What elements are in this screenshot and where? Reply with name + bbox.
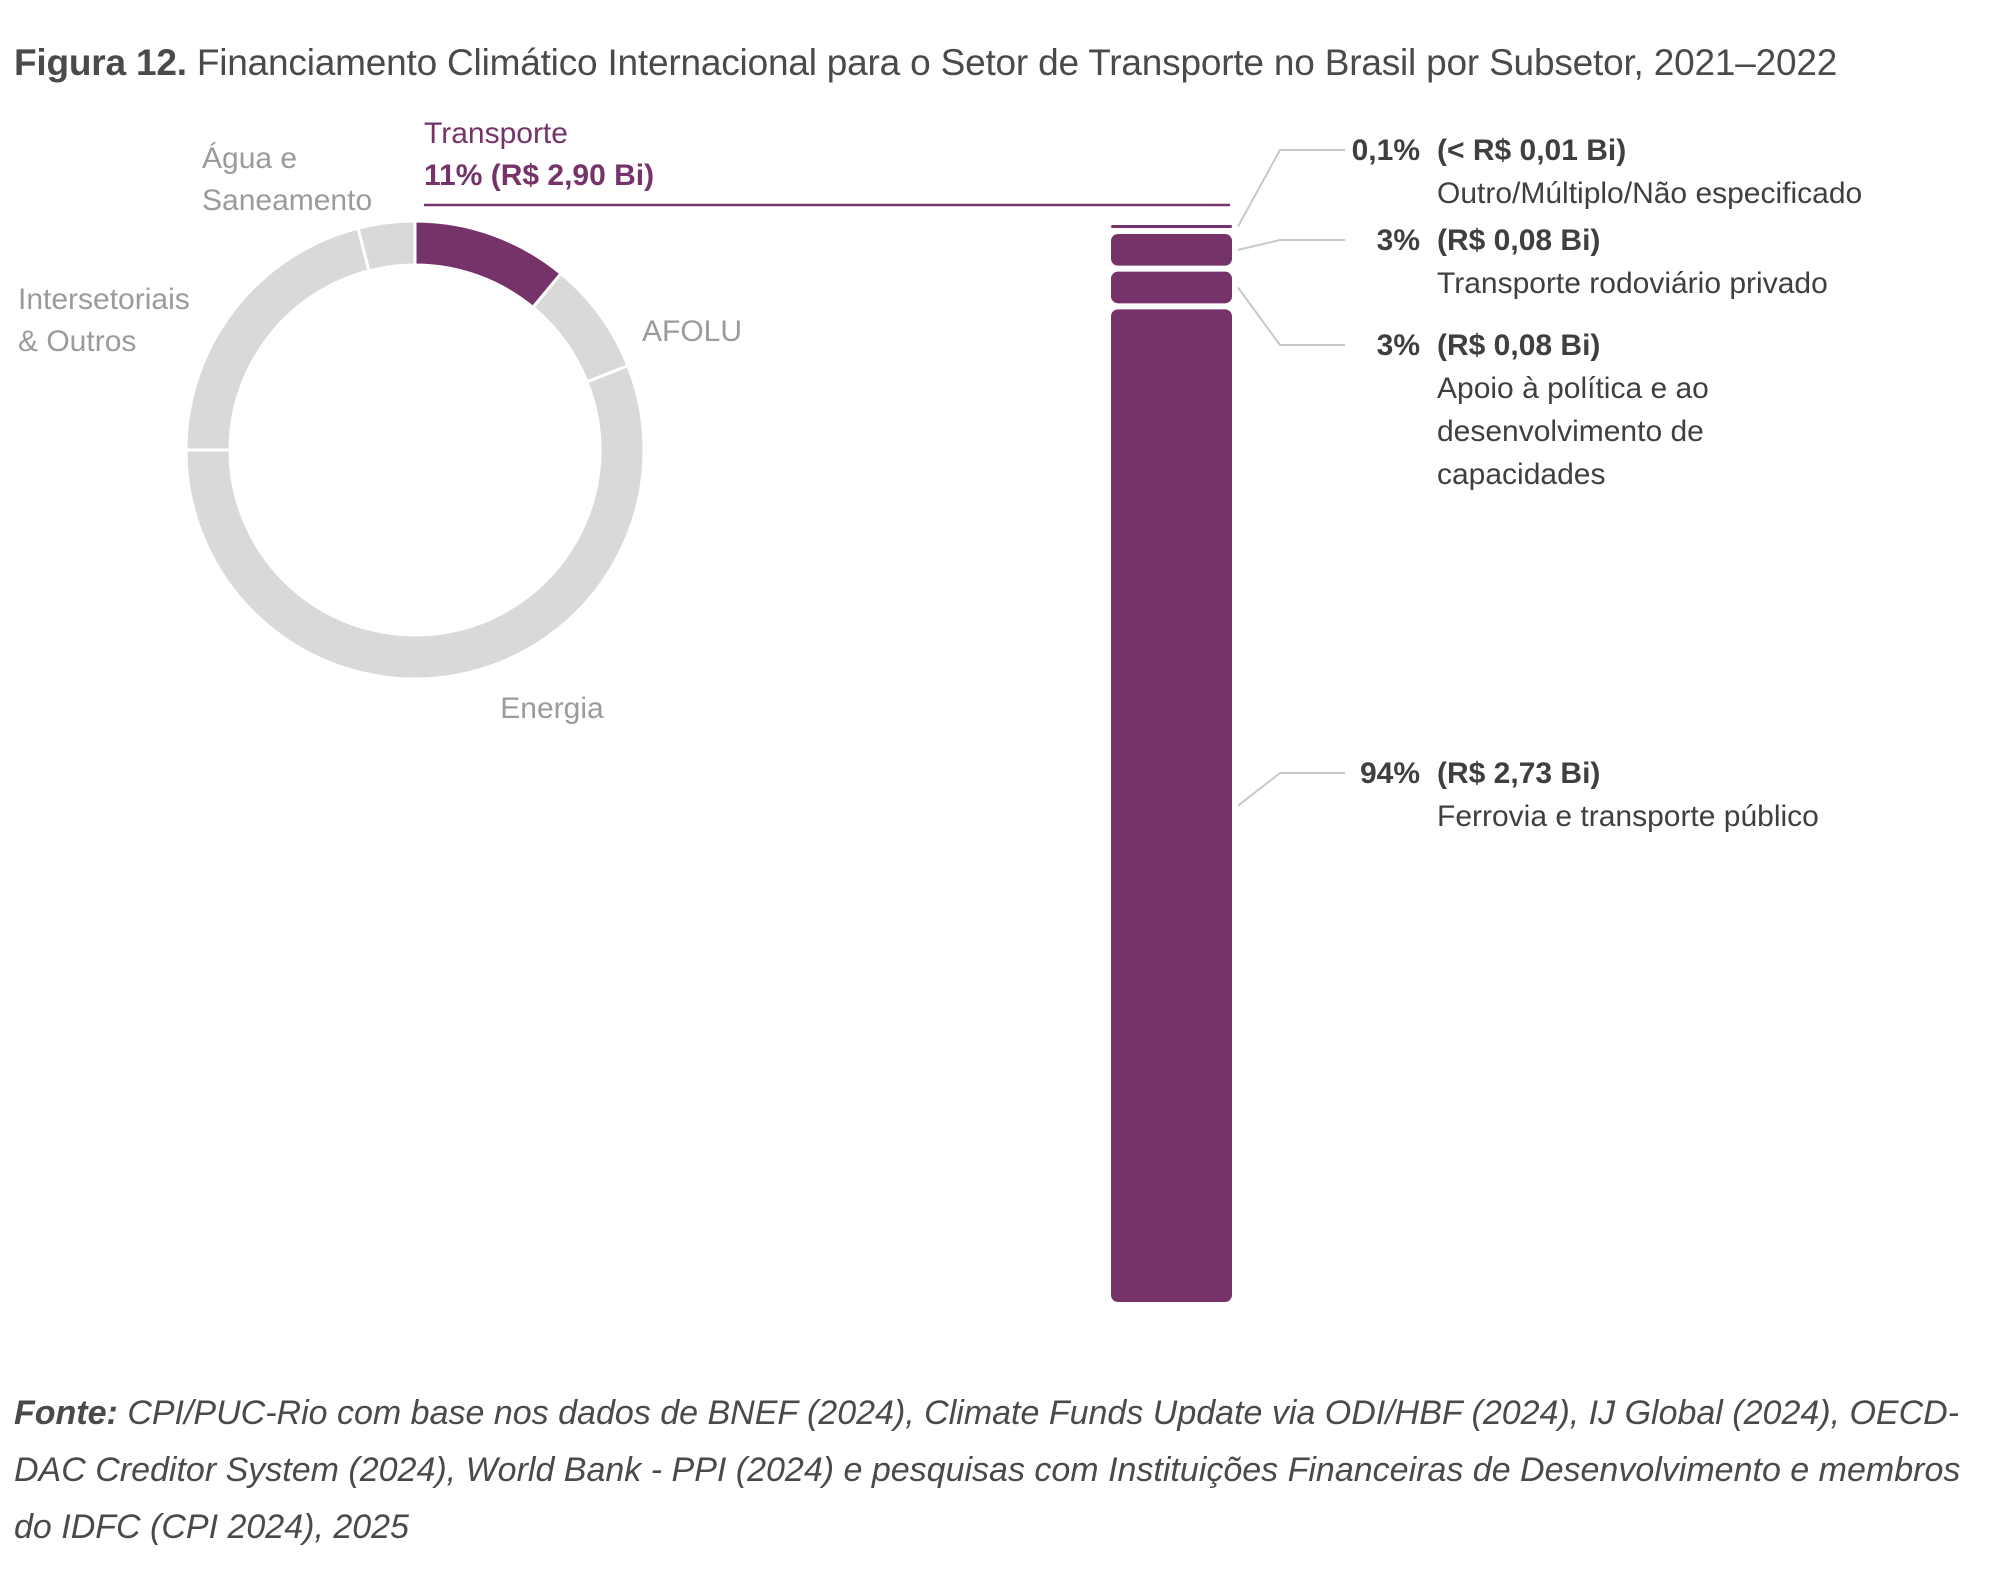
leader-line-1 xyxy=(1237,239,1345,251)
segment-name-label: Outro/Múltiplo/Não especificado xyxy=(1437,177,1862,210)
segment-pct-label: 3% xyxy=(1377,224,1420,257)
donut-slice-intersetoriais-outros xyxy=(184,226,371,452)
donut-label-1: AFOLU xyxy=(642,315,742,348)
donut-slice-transporte xyxy=(413,219,564,310)
donut-label-0: Transporte xyxy=(424,117,568,150)
segment-name-label: Apoio à política e ao desenvolvimento de c… xyxy=(1437,372,1709,491)
donut-label-2: Energia xyxy=(500,692,604,725)
donut-slice-gua-e-saneamento xyxy=(356,219,417,273)
bar-segment-2 xyxy=(1111,271,1232,304)
segment-pct-label: 0,1% xyxy=(1352,134,1420,167)
segment-pct-label: 94% xyxy=(1360,757,1420,790)
bar-segment-0 xyxy=(1111,225,1232,228)
bar-segment-1 xyxy=(1111,234,1232,266)
figure-label: Figura 12. xyxy=(14,42,187,83)
donut-chart xyxy=(184,219,646,681)
leader-line-0 xyxy=(1237,149,1345,227)
source-note: Fonte: CPI/PUC-Rio com base nos dados de… xyxy=(14,1385,1974,1556)
segment-value-label: (R$ 0,08 Bi) xyxy=(1437,329,1600,362)
stacked-bar xyxy=(1111,225,1232,1302)
donut-value-label: 11% (R$ 2,90 Bi) xyxy=(424,159,654,192)
donut-slice-afolu xyxy=(530,271,630,384)
leader-line-3 xyxy=(1237,772,1345,807)
bar-annotations: 0,1% (< R$ 0,01 Bi) Outro/Múltiplo/Não esp… xyxy=(1237,134,1862,833)
source-text: CPI/PUC-Rio com base nos dados de BNEF (… xyxy=(14,1394,1961,1546)
donut-slice-energia xyxy=(184,363,646,681)
chart-canvas: Transporte 11% (R$ 2,90 Bi) AFOLU Energia In… xyxy=(18,117,1862,1302)
chart-title: Figura 12. Financiamento Climático Inter… xyxy=(14,42,1837,84)
segment-name-label: Ferrovia e transporte público xyxy=(1437,800,1819,833)
source-label: Fonte: xyxy=(14,1394,118,1432)
segment-value-label: (R$ 0,08 Bi) xyxy=(1437,224,1600,257)
donut-label-4: Água e Saneamento xyxy=(202,142,372,217)
leader-line-2 xyxy=(1237,286,1345,346)
segment-pct-label: 3% xyxy=(1377,329,1420,362)
donut-labels: Transporte 11% (R$ 2,90 Bi) AFOLU Energia In… xyxy=(18,117,742,725)
donut-label-3: Intersetoriais & Outros xyxy=(18,283,190,358)
segment-value-label: (< R$ 0,01 Bi) xyxy=(1437,134,1626,167)
segment-value-label: (R$ 2,73 Bi) xyxy=(1437,757,1600,790)
bar-segment-3 xyxy=(1111,309,1232,1302)
figure-title: Financiamento Climático Internacional pa… xyxy=(196,42,1838,83)
segment-name-label: Transporte rodoviário privado xyxy=(1437,267,1828,300)
